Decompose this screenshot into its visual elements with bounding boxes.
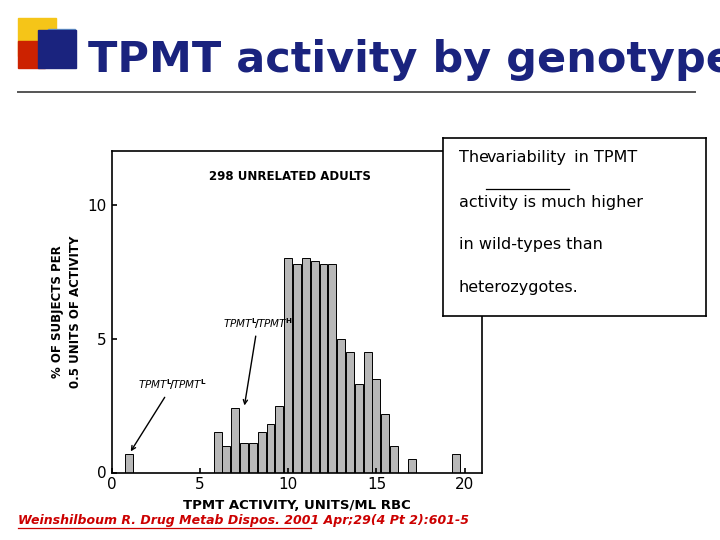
Text: in TPMT: in TPMT <box>569 150 637 165</box>
Text: TPMT activity by genotype: TPMT activity by genotype <box>88 39 720 81</box>
Y-axis label: % OF SUBJECTS PER
0.5 UNITS OF ACTIVITY: % OF SUBJECTS PER 0.5 UNITS OF ACTIVITY <box>51 235 82 388</box>
Text: heterozygotes.: heterozygotes. <box>459 280 578 295</box>
Text: $\mathbf{\mathit{TPMT}^L\!/\!\mathit{TPMT}^H}$: $\mathbf{\mathit{TPMT}^L\!/\!\mathit{TPM… <box>223 316 293 404</box>
Bar <box>249 443 257 472</box>
Bar <box>390 446 398 472</box>
Bar <box>355 384 363 472</box>
Bar <box>328 264 336 472</box>
Bar <box>320 264 328 472</box>
Bar <box>452 454 460 472</box>
Bar <box>293 264 301 472</box>
Bar <box>18 18 56 56</box>
Bar <box>302 258 310 472</box>
Bar <box>48 29 76 56</box>
Bar <box>311 261 319 472</box>
Bar <box>38 30 76 68</box>
Bar <box>214 433 222 472</box>
Bar <box>125 454 133 472</box>
Bar <box>337 339 345 472</box>
Text: in wild-types than: in wild-types than <box>459 238 603 253</box>
Bar <box>231 408 239 472</box>
Text: variability: variability <box>486 150 566 165</box>
Bar <box>240 443 248 472</box>
Bar <box>258 433 266 472</box>
Bar <box>372 379 380 472</box>
Text: Weinshilboum R. Drug Metab Dispos. 2001 Apr;29(4 Pt 2):601-5: Weinshilboum R. Drug Metab Dispos. 2001 … <box>18 514 469 527</box>
Bar <box>222 446 230 472</box>
Text: $\mathbf{\mathit{TPMT}^L\!/\!\mathit{TPMT}^L}$: $\mathbf{\mathit{TPMT}^L\!/\!\mathit{TPM… <box>132 377 207 450</box>
Bar <box>266 424 274 472</box>
Bar <box>284 258 292 472</box>
Bar <box>382 414 390 472</box>
Bar <box>364 352 372 472</box>
Bar <box>275 406 283 472</box>
Bar <box>346 352 354 472</box>
Text: The: The <box>459 150 494 165</box>
Bar <box>18 40 45 68</box>
X-axis label: TPMT ACTIVITY, UNITS/ML RBC: TPMT ACTIVITY, UNITS/ML RBC <box>183 500 411 512</box>
Text: 298 UNRELATED ADULTS: 298 UNRELATED ADULTS <box>209 170 371 183</box>
Bar <box>408 459 415 472</box>
Text: activity is much higher: activity is much higher <box>459 195 642 210</box>
